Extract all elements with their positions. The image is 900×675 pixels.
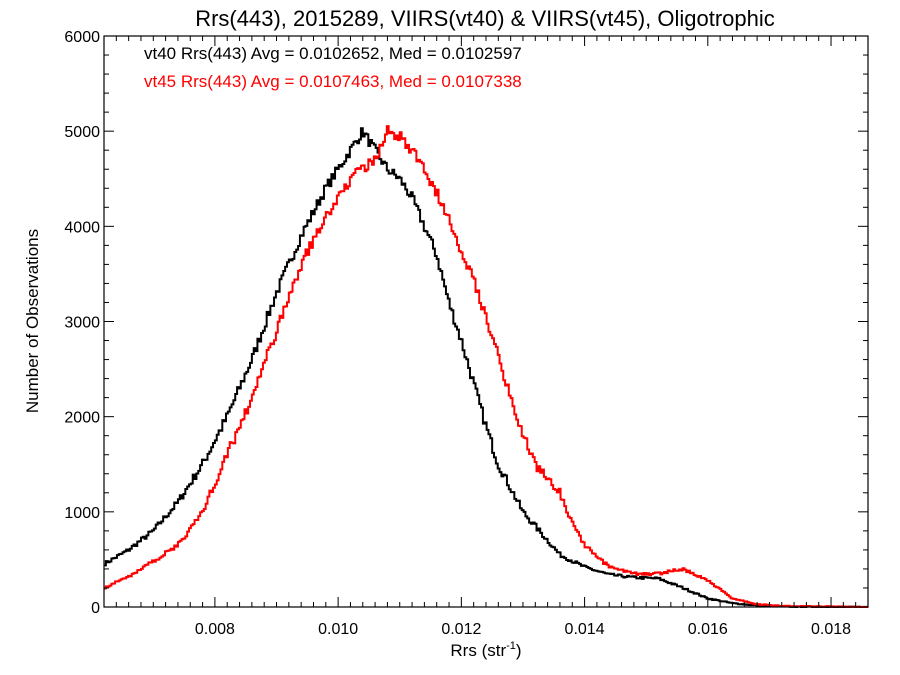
x-tick-label: 0.008 <box>195 621 235 638</box>
x-axis: 0.008 0.010 0.012 0.014 0.016 0.018 <box>115 36 857 638</box>
x-tick-label: 0.016 <box>688 621 728 638</box>
y-tick-label: 3000 <box>64 315 100 332</box>
y-axis: 0 1000 2000 3000 4000 5000 6000 <box>64 29 868 617</box>
legend: vt40 Rrs(443) Avg = 0.0102652, Med = 0.0… <box>144 44 522 91</box>
y-axis-label: Number of Observations <box>23 229 42 413</box>
histogram-series-vt40 <box>104 127 869 608</box>
x-axis-label-close: ) <box>516 641 522 660</box>
x-axis-label-superscript: -1 <box>506 640 516 652</box>
y-tick-label: 6000 <box>64 29 100 46</box>
x-tick-label: 0.018 <box>811 621 851 638</box>
y-tick-label: 2000 <box>64 410 100 427</box>
histogram-series-vt45 <box>104 125 869 608</box>
x-tick-label: 0.012 <box>441 621 481 638</box>
y-tick-label: 5000 <box>64 124 100 141</box>
y-tick-label: 4000 <box>64 219 100 236</box>
y-tick-label: 0 <box>91 600 100 617</box>
chart-title: Rrs(443), 2015289, VIIRS(vt40) & VIIRS(v… <box>195 6 775 31</box>
series-layer <box>104 125 869 608</box>
x-axis-label: Rrs (str-1) <box>450 640 521 660</box>
legend-entry-vt45: vt45 Rrs(443) Avg = 0.0107463, Med = 0.0… <box>144 72 522 91</box>
x-tick-label: 0.014 <box>565 621 605 638</box>
y-tick-label: 1000 <box>64 505 100 522</box>
x-tick-label: 0.010 <box>318 621 358 638</box>
legend-entry-vt40: vt40 Rrs(443) Avg = 0.0102652, Med = 0.0… <box>144 44 522 63</box>
